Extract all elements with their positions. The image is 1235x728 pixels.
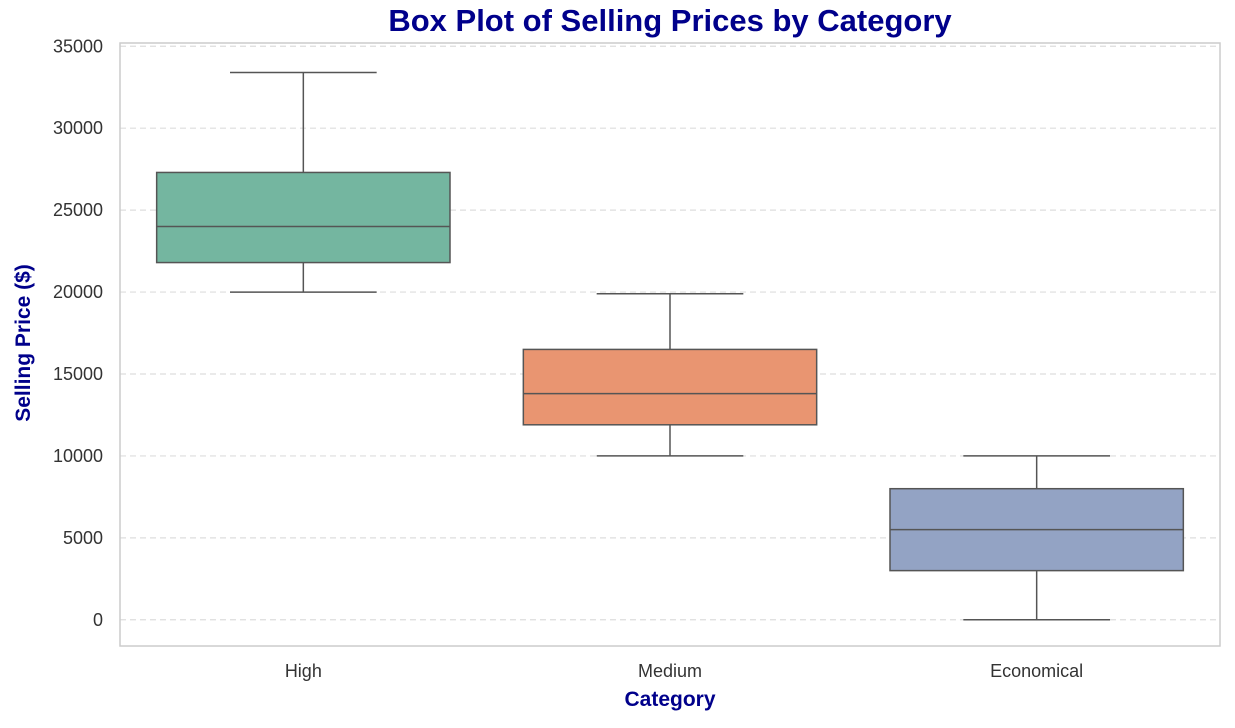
x-tick-label: Medium [638,661,702,681]
x-tick-labels: High Medium Economical [285,661,1083,681]
y-axis-label: Selling Price ($) [12,264,35,422]
y-tick-labels: 0 5000 10000 15000 20000 25000 30000 35000 [53,36,103,630]
box-medium [522,292,818,457]
box-economical [889,455,1185,621]
y-tick-label: 20000 [53,282,103,302]
box-iqr [155,171,451,264]
box-iqr [522,348,818,426]
y-tick-label: 5000 [63,528,103,548]
x-tick-label: High [285,661,322,681]
x-tick-label: Economical [990,661,1083,681]
y-tick-label: 0 [93,610,103,630]
x-axis-label: Category [624,688,715,711]
boxes [155,71,1185,621]
box-high [155,71,451,293]
y-tick-label: 15000 [53,364,103,384]
y-tick-label: 10000 [53,446,103,466]
y-tick-label: 25000 [53,200,103,220]
y-tick-label: 35000 [53,36,103,56]
plot-frame [119,42,1221,647]
y-tick-label: 30000 [53,118,103,138]
chart-title: Box Plot of Selling Prices by Category [388,3,952,38]
